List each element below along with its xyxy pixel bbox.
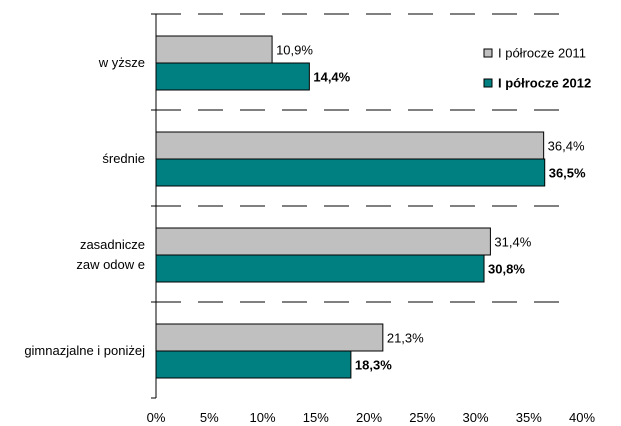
legend-label-2012: I półrocze 2012 (498, 76, 591, 91)
bars (155, 35, 546, 379)
grid-lines (156, 13, 572, 303)
data-label: 10,9% (276, 43, 313, 58)
legend: I półrocze 2011 I półrocze 2012 (483, 46, 591, 91)
data-label: 36,5% (549, 166, 586, 181)
x-tick-label: 5% (200, 410, 219, 425)
category-label: gimnazjalne i poniżej (24, 343, 145, 358)
category-label: zasadnicze (80, 237, 145, 252)
x-tick-label: 30% (462, 410, 488, 425)
legend-swatch-2012 (483, 78, 493, 88)
bar-2012 (155, 158, 546, 187)
labels: 10,9%14,4% w yższe 36,4% 36,5% średnie 31,4% 3… (24, 43, 595, 426)
bar-2012 (155, 62, 310, 91)
data-label: 21,3% (387, 331, 424, 346)
bar-2011 (155, 227, 491, 256)
axes (151, 13, 157, 399)
x-tick-label: 25% (409, 410, 435, 425)
data-label: 36,4% (548, 139, 585, 154)
data-label: 30,8% (488, 262, 525, 277)
category-label: średnie (102, 151, 145, 166)
x-tick-label: 40% (569, 410, 595, 425)
bar-2011 (155, 323, 384, 352)
x-tick-label: 15% (303, 410, 329, 425)
x-tick-label: 0% (147, 410, 166, 425)
legend-label-2011: I półrocze 2011 (498, 46, 586, 61)
x-tick-label: 20% (356, 410, 382, 425)
bar-2011 (155, 35, 273, 64)
bar-2011 (155, 131, 545, 160)
bar-2012 (155, 254, 485, 283)
data-label: 18,3% (355, 358, 392, 373)
data-label: 31,4% (494, 235, 531, 250)
x-tick-label: 35% (516, 410, 542, 425)
data-label: 14,4% (313, 70, 350, 85)
category-label: zaw odow e (76, 257, 145, 272)
category-label: w yższe (98, 55, 145, 70)
legend-swatch-2011 (483, 48, 493, 58)
bar-2012 (155, 350, 352, 379)
x-tick-label: 10% (249, 410, 275, 425)
